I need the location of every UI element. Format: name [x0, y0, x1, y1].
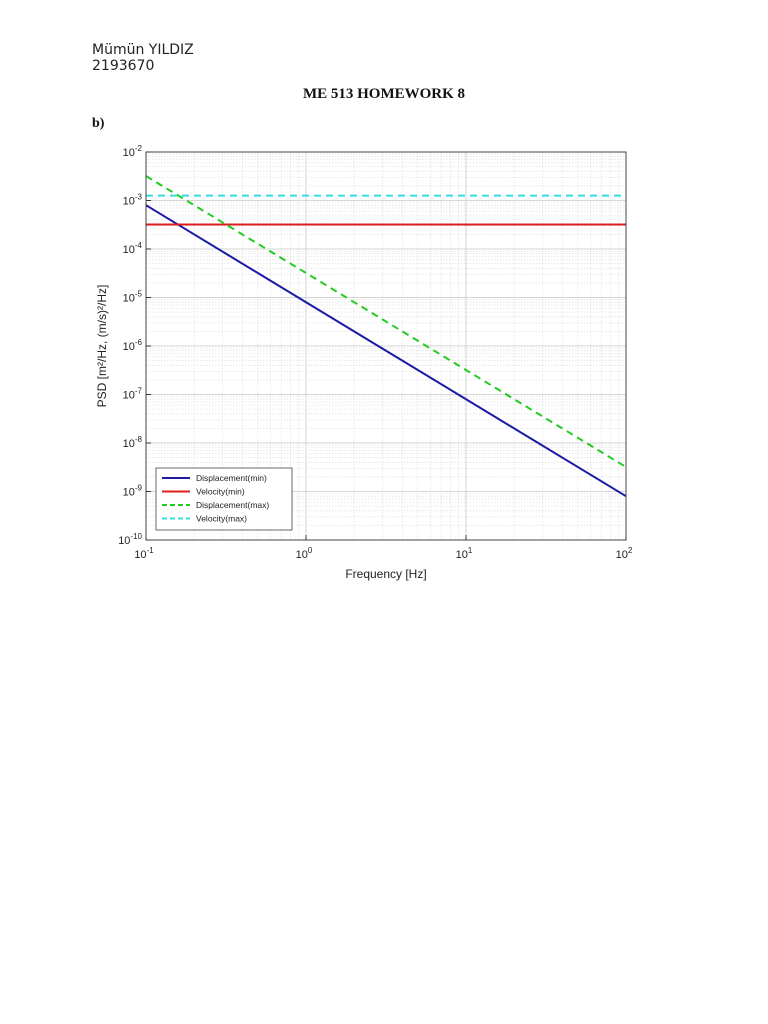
- part-label: b): [92, 116, 105, 131]
- y-tick-label: 10-3: [123, 193, 143, 208]
- author-name: Mümün YILDIZ: [92, 42, 194, 58]
- x-tick-label: 102: [616, 546, 633, 561]
- x-tick-label: 100: [296, 546, 313, 561]
- legend-label: Displacement(max): [196, 500, 269, 510]
- y-axis-label: PSD [m²/Hz, (m/s)²/Hz]: [95, 285, 109, 408]
- x-axis-label: Frequency [Hz]: [345, 567, 426, 581]
- legend: Displacement(min) Velocity(min) Displaceme…: [155, 467, 293, 531]
- author-block: Mümün YILDIZ 2193670: [92, 42, 194, 74]
- student-id: 2193670: [92, 58, 155, 74]
- legend-label: Velocity(max): [196, 514, 247, 524]
- legend-label: Displacement(min): [196, 473, 267, 483]
- legend-label: Velocity(min): [196, 487, 245, 497]
- y-tick-label: 10-5: [123, 290, 143, 305]
- y-tick-label: 10-6: [123, 338, 143, 353]
- y-tick-label: 10-2: [123, 144, 143, 159]
- y-tick-label: 10-7: [123, 387, 143, 402]
- psd-chart: 10-1 100 101 102 10-2 10-3 10-4 10-5 10-6 10-7 10-…: [95, 144, 633, 581]
- y-tick-label: 10-10: [118, 532, 142, 547]
- series-line-1: [145, 204, 627, 498]
- x-tick-label: 10-1: [134, 546, 154, 561]
- x-tick-label: 101: [456, 546, 473, 561]
- y-tick-label: 10-8: [123, 435, 143, 450]
- page-title: ME 513 HOMEWORK 8: [302, 86, 466, 102]
- series-line-3: [145, 175, 627, 468]
- y-tick-label: 10-4: [123, 241, 143, 256]
- y-tick-label: 10-9: [123, 484, 143, 499]
